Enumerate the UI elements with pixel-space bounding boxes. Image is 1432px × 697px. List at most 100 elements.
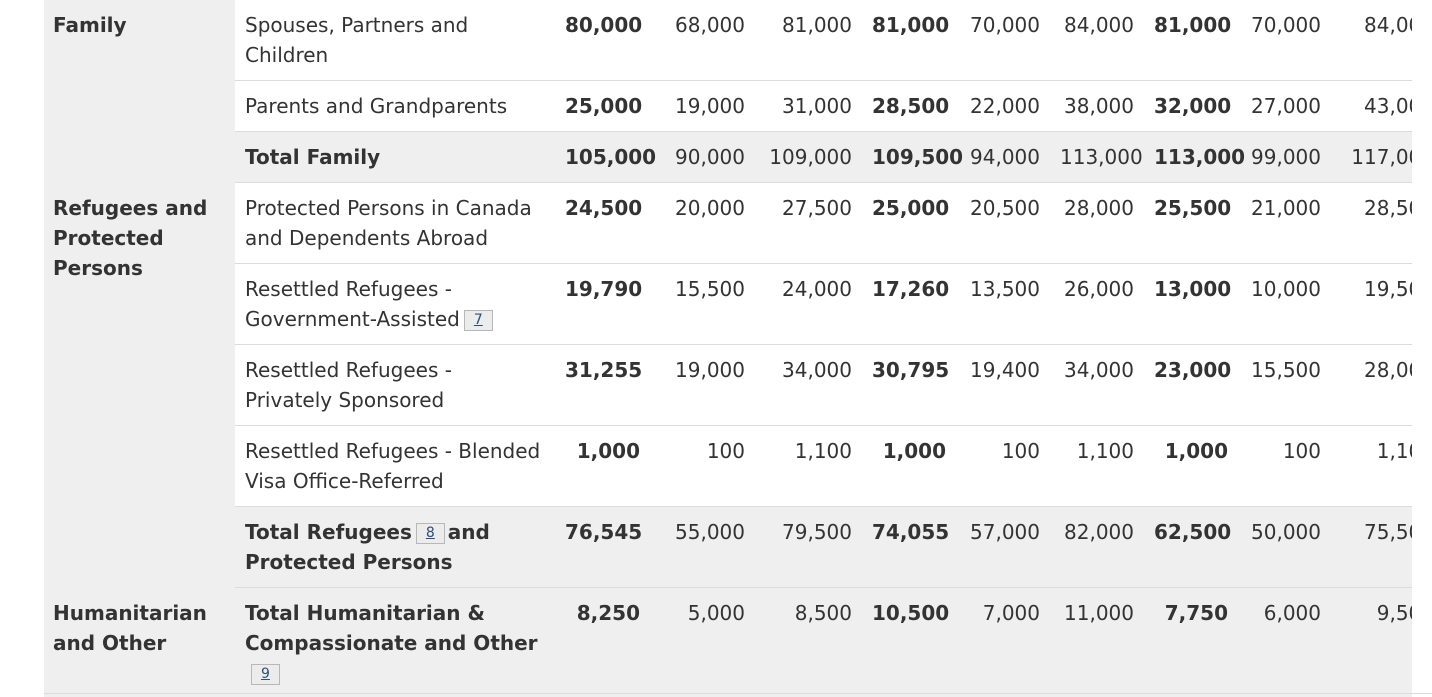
low-2026: 19,400	[956, 344, 1050, 426]
target-2027: 32,000	[1144, 80, 1238, 132]
row-label: Parents and Grandparents	[235, 80, 555, 132]
low-2027: 27,000	[1238, 80, 1331, 132]
table-row-total: Total Family 105,000 90,000 109,000 109,…	[44, 131, 1412, 183]
table-row: Resettled Refugees - Privately Sponsored…	[44, 344, 1412, 426]
row-label: Resettled Refugees - Privately Sponsored	[235, 344, 555, 426]
low-2025: 100	[650, 425, 755, 507]
high-2027: 28,000	[1331, 344, 1412, 426]
high-2025: 79,500	[755, 506, 862, 588]
low-2025: 20,000	[650, 182, 755, 264]
target-2027: 113,000	[1144, 131, 1245, 183]
table-row: Parents and Grandparents 25,000 19,000 3…	[44, 80, 1412, 132]
row-label: Total Humanitarian & Compassionate and O…	[245, 601, 538, 655]
table-row: Resettled Refugees - Blended Visa Office…	[44, 425, 1412, 507]
target-2025: 31,255	[555, 344, 650, 426]
low-2026: 13,500	[956, 263, 1050, 345]
high-2027: 28,500	[1331, 182, 1412, 264]
low-2026: 22,000	[956, 80, 1050, 132]
footnote-link-8[interactable]: 8	[415, 523, 445, 544]
target-2026: 30,795	[862, 344, 956, 426]
immigration-levels-table: Family Spouses, Partners and Children 80…	[44, 0, 1412, 697]
category-humanitarian: Humanitarian and Other	[44, 587, 235, 697]
row-label-cell: Total Refugees 8 and Protected Persons	[235, 506, 555, 588]
footnote-link-9[interactable]: 9	[251, 664, 280, 685]
low-2025: 55,000	[650, 506, 755, 588]
row-label: Resettled Refugees - Government-Assisted	[245, 277, 460, 331]
low-2027: 70,000	[1238, 0, 1331, 81]
low-2027: 99,000	[1238, 131, 1331, 183]
target-2026: 81,000	[862, 0, 956, 81]
target-2027: 23,000	[1144, 344, 1238, 426]
low-2025: 19,000	[650, 80, 755, 132]
high-2026: 84,000	[1050, 0, 1144, 81]
high-2027: 19,500	[1331, 263, 1412, 345]
high-2026: 38,000	[1050, 80, 1144, 132]
low-2025: 19,000	[650, 344, 755, 426]
table-bottom-border	[44, 693, 1432, 694]
target-2025: 105,000	[555, 131, 656, 183]
low-2026: 70,000	[956, 0, 1050, 81]
target-2025: 1,000	[555, 425, 650, 507]
low-2025: 15,500	[650, 263, 755, 345]
target-2027: 25,500	[1144, 182, 1238, 264]
low-2027: 10,000	[1238, 263, 1331, 345]
table-row: Resettled Refugees - Government-Assisted…	[44, 263, 1412, 345]
target-2027: 7,750	[1144, 587, 1238, 697]
row-label: Protected Persons in Canada and Dependen…	[235, 182, 555, 264]
high-2027: 9,500	[1331, 587, 1412, 697]
high-2027: 84,000	[1331, 0, 1412, 81]
table-row-total: Humanitarian and Other Total Humanitaria…	[44, 587, 1412, 697]
target-2025: 25,000	[555, 80, 650, 132]
target-2025: 19,790	[555, 263, 650, 345]
category-family: Family	[44, 0, 235, 183]
low-2026: 20,500	[956, 182, 1050, 264]
target-2027: 13,000	[1144, 263, 1238, 345]
high-2026: 28,000	[1050, 182, 1144, 264]
row-label-cell: Resettled Refugees - Government-Assisted…	[235, 263, 555, 345]
low-2027: 21,000	[1238, 182, 1331, 264]
target-2026: 17,260	[862, 263, 956, 345]
row-label: Spouses, Partners and Children	[235, 0, 555, 81]
low-2026: 94,000	[956, 131, 1050, 183]
low-2026: 100	[956, 425, 1050, 507]
low-2026: 7,000	[956, 587, 1050, 697]
target-2026: 25,000	[862, 182, 956, 264]
row-label-part1: Total Refugees	[245, 520, 412, 544]
high-2026: 82,000	[1050, 506, 1144, 588]
low-2025: 5,000	[650, 587, 755, 697]
high-2027: 43,000	[1331, 80, 1412, 132]
row-label-part2: and Protected Persons	[245, 520, 490, 574]
high-2025: 31,000	[755, 80, 862, 132]
target-2025: 8,250	[555, 587, 650, 697]
table-row-total: Total Refugees 8 and Protected Persons 76,…	[44, 506, 1412, 588]
row-label-cell: Total Humanitarian & Compassionate and O…	[235, 587, 555, 697]
high-2025: 27,500	[755, 182, 862, 264]
high-2025: 1,100	[755, 425, 862, 507]
target-2025: 80,000	[555, 0, 650, 81]
high-2025: 8,500	[755, 587, 862, 697]
low-2026: 57,000	[956, 506, 1050, 588]
footnote-link-7[interactable]: 7	[463, 310, 493, 331]
high-2027: 75,500	[1331, 506, 1412, 588]
high-2026: 34,000	[1050, 344, 1144, 426]
target-2027: 1,000	[1144, 425, 1238, 507]
target-2027: 81,000	[1144, 0, 1238, 81]
high-2026: 11,000	[1050, 587, 1144, 697]
high-2026: 26,000	[1050, 263, 1144, 345]
high-2025: 24,000	[755, 263, 862, 345]
low-2027: 6,000	[1238, 587, 1331, 697]
target-2025: 76,545	[555, 506, 650, 588]
table-row: Refugees and Protected Persons Protected…	[44, 182, 1412, 588]
target-2026: 28,500	[862, 80, 956, 132]
high-2027: 1,100	[1331, 425, 1412, 507]
category-refugees: Refugees and Protected Persons	[44, 182, 235, 588]
high-2025: 34,000	[755, 344, 862, 426]
high-2027: 117,000	[1331, 131, 1412, 183]
low-2025: 90,000	[650, 131, 755, 183]
row-label: Resettled Refugees - Blended Visa Office…	[235, 425, 555, 507]
low-2027: 50,000	[1238, 506, 1331, 588]
target-2026: 74,055	[862, 506, 956, 588]
high-2025: 81,000	[755, 0, 862, 81]
low-2027: 15,500	[1238, 344, 1331, 426]
table-row: Family Spouses, Partners and Children 80…	[44, 0, 1412, 183]
